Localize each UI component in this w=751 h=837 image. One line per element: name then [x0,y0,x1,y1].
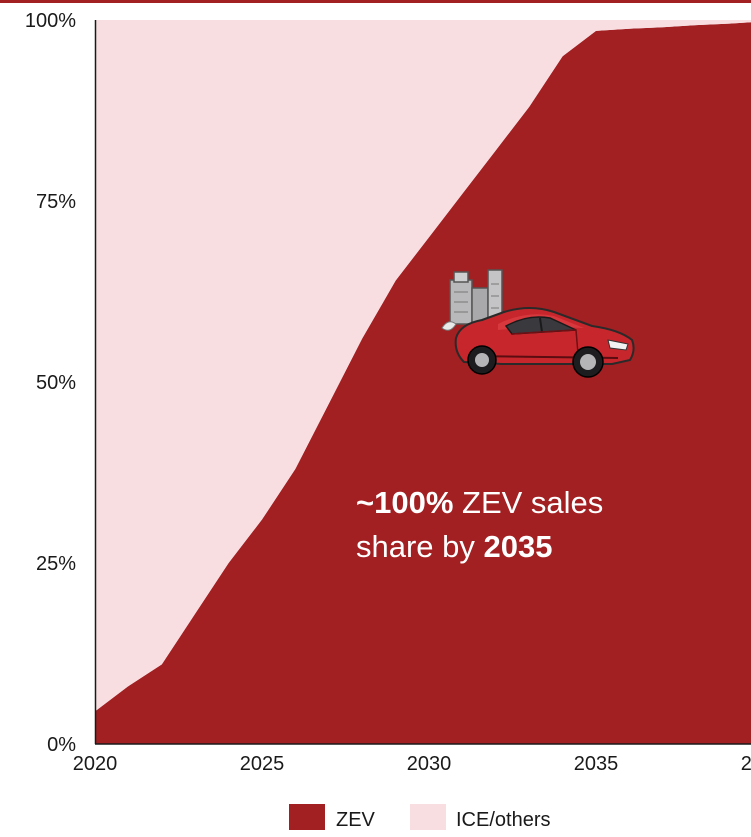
car-city-icon [441,269,635,378]
legend-swatch [410,804,446,830]
areas [95,20,751,744]
annotation-line-2: share by 2035 [356,529,552,564]
legend-label: ICE/others [456,809,550,831]
annotation-text-1: ZEV sales [453,485,603,520]
annotation-text-2: share by [356,529,484,564]
x-tick-label: 2020 [73,753,118,775]
y-tick-label: 50% [36,372,76,394]
area-series-zev [95,22,751,744]
annotation-line-1: ~100% ZEV sales [356,485,603,520]
x-tick-label: 2025 [240,753,285,775]
y-tick-label: 100% [25,10,76,32]
legend-label: ZEV [336,809,376,831]
y-tick-label: 25% [36,553,76,575]
legend: ZEV ICE/others [289,804,550,831]
y-tick-label: 75% [36,191,76,213]
x-tick-label: 2030 [407,753,452,775]
annotation-bold-1: ~100% [356,485,453,520]
x-tick-label: 2035 [574,753,619,775]
y-tick-label: 0% [47,734,76,756]
annotation-bold-2: 2035 [484,529,553,564]
x-tick-label: 2040 [741,753,751,775]
area-series-ice-others [95,20,751,712]
y-tick-labels: 0% 25% 50% 75% 100% [25,10,76,756]
x-tick-labels: 2020 2025 2030 2035 2040 [73,753,751,775]
legend-swatch [289,804,325,830]
